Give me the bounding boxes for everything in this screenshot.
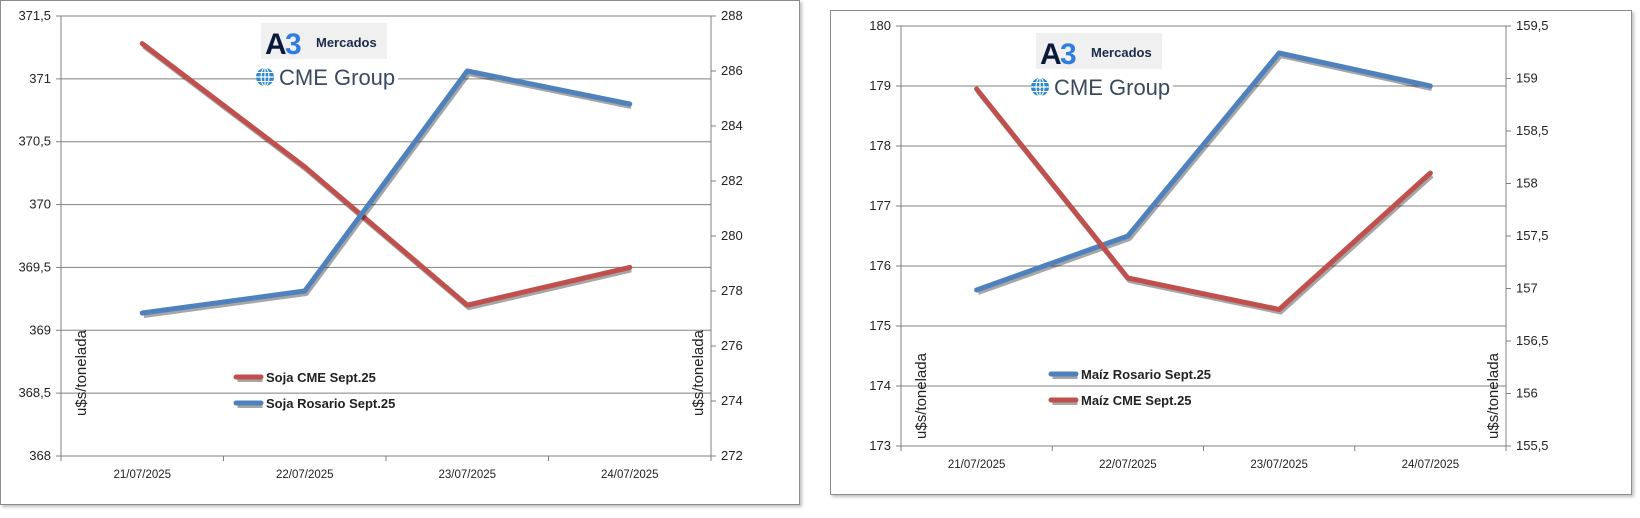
y2-axis-tick-label: 159,5 [1516,18,1549,33]
y2-axis-tick-label: 284 [721,118,743,133]
logo-group: A3 Mercados CME Group [256,23,398,91]
y2-axis-tick-label: 280 [721,228,743,243]
y2-axis-tick-label: 276 [721,338,743,353]
y-axis-tick-label: 370,5 [18,134,51,149]
y-axis-tick-label: 369,5 [18,259,51,274]
y2-axis-tick-label: 156,5 [1516,333,1549,348]
y-axis-tick-label: 175 [869,318,891,333]
x-axis-tick-label: 21/07/2025 [113,469,171,481]
a3-logo-letter: A [265,28,287,61]
a3-logo-background [261,23,387,59]
y2-axis-tick-label: 282 [721,173,743,188]
y2-axis-tick-label: 158 [1516,176,1538,191]
x-axis-tick-label: 22/07/2025 [1099,459,1157,471]
a3-logo-background [1036,33,1162,69]
y-axis-tick-label: 371,5 [18,8,51,23]
series-line-1 [974,86,1433,312]
y-axis-tick-label: 369 [29,322,51,337]
y2-axis-tick-label: 272 [721,448,743,463]
y-axis-tick-label: 176 [869,258,891,273]
y2-axis-tick-label: 278 [721,283,743,298]
x-axis-tick-label: 23/07/2025 [438,469,496,481]
y2-axis-tick-label: 157,5 [1516,228,1549,243]
a3-logo-letter: A [1040,38,1062,71]
cme-logo-background [1031,73,1173,101]
y-axis-label: u$s/tonelada [73,329,90,416]
y-axis-label: u$s/tonelada [913,352,930,439]
legend-label: Maíz CME Sept.25 [1081,393,1192,408]
a3-logo-digit: 3 [285,28,302,61]
x-axis-tick-label: 24/07/2025 [601,469,659,481]
y2-axis-label: u$s/tonelada [1485,352,1502,439]
y2-axis-tick-label: 158,5 [1516,123,1549,138]
y-axis-tick-label: 173 [869,438,891,453]
x-axis-tick-label: 24/07/2025 [1402,459,1460,471]
a3-logo-mercados: Mercados [316,35,377,50]
x-axis-tick-label: 21/07/2025 [948,459,1006,471]
cme-logo-background [256,63,398,91]
x-axis-tick-label: 22/07/2025 [276,469,334,481]
globe-icon-meridian [260,67,270,87]
y-axis-tick-label: 371 [29,71,51,86]
series-shadow [976,89,1434,315]
legend-label: Maíz Rosario Sept.25 [1081,367,1211,382]
chart-maiz-svg: 173 174 175 176 177 178 179 180 155,5 156 156,5 157… [869,18,1549,471]
series-line-0 [974,50,1433,293]
chart-soja: 368 368,5 369 369,5 370 370,5 371 371,5 272 274 27… [0,0,800,505]
logo-group: A3 Mercados CME Group [1031,33,1173,101]
a3-logo-digit: 3 [1060,38,1077,71]
y-axis-tick-label: 179 [869,78,891,93]
series-line-1 [139,68,633,316]
chart-soja-svg: 368 368,5 369 369,5 370 370,5 371 371,5 272 274 27… [18,8,743,481]
y2-axis-tick-label: 286 [721,63,743,78]
y2-axis-tick-label: 156 [1516,386,1538,401]
y2-axis-tick-label: 274 [721,393,743,408]
y-axis-tick-label: 368 [29,448,51,463]
a3-logo-mercados: Mercados [1091,45,1152,60]
chart-maiz: 173 174 175 176 177 178 179 180 155,5 156 156,5 157… [830,10,1632,495]
y-axis-tick-label: 177 [869,198,891,213]
y2-axis-tick-label: 288 [721,8,743,23]
cme-logo-text: CME Group [279,65,395,90]
legend-label: Soja CME Sept.25 [266,370,376,385]
y-axis-tick-label: 174 [869,378,891,393]
y2-axis-label: u$s/tonelada [690,329,707,416]
globe-icon-meridian [1035,77,1045,97]
y-axis-tick-label: 178 [869,138,891,153]
series-shadow [143,71,632,318]
legend-label: Soja Rosario Sept.25 [266,396,395,411]
y-axis-tick-label: 368,5 [18,385,51,400]
y2-axis-tick-label: 155,5 [1516,438,1549,453]
y-axis-tick-label: 370 [29,197,51,212]
x-axis-tick-label: 23/07/2025 [1250,459,1308,471]
series-line-0 [139,41,633,308]
y-axis-tick-label: 180 [869,18,891,33]
cme-logo-text: CME Group [1054,75,1170,100]
y2-axis-tick-label: 157 [1516,281,1538,296]
y2-axis-tick-label: 159 [1516,71,1538,86]
